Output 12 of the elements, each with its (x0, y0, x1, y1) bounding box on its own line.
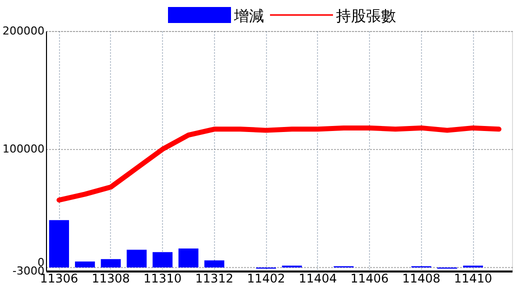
x-tick-label: 11312 (195, 272, 234, 286)
x-tick-label: 11402 (246, 272, 286, 286)
legend-label: 持股張數 (336, 7, 396, 25)
x-tick-label: 11310 (143, 272, 182, 286)
x-tick-label: 11308 (92, 272, 130, 286)
y-tick-label: 200000 (2, 24, 44, 38)
legend-label: 增減 (233, 7, 264, 25)
y-tick-label: 100000 (2, 142, 44, 156)
x-tick-label: 11410 (454, 272, 492, 286)
x-tick-label: 11404 (298, 272, 337, 286)
x-tick-label: 11408 (402, 272, 440, 286)
x-tick-label: 11406 (350, 272, 389, 286)
